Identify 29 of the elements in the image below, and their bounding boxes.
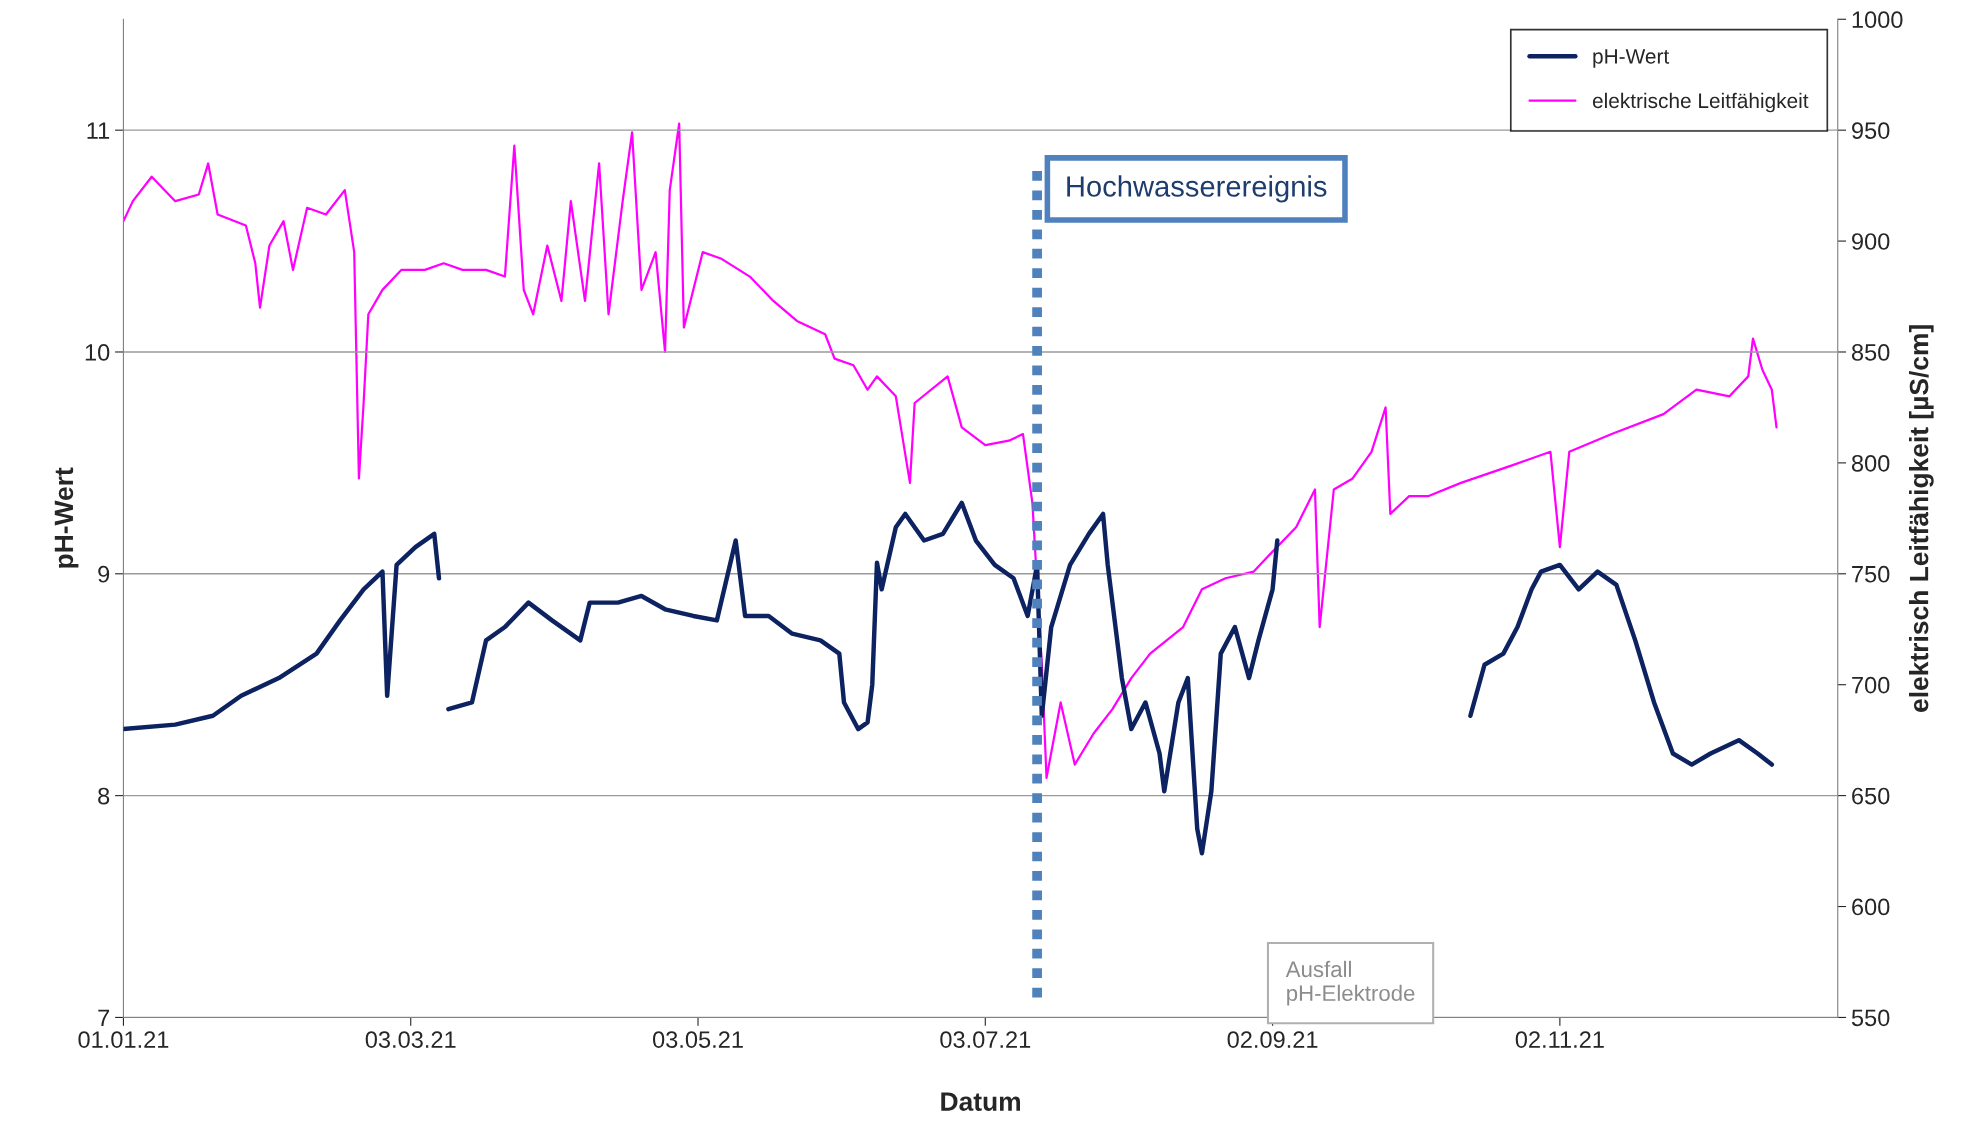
legend-label: elektrische Leitfähigkeit <box>1592 92 1809 113</box>
y2-tick-label: 1000 <box>1852 11 1903 29</box>
y2-tick-label: 750 <box>1852 565 1890 583</box>
y-tick-label: 7 <box>98 1009 110 1026</box>
x-tick-label: 03.07.21 <box>940 1031 1031 1048</box>
x-tick-label: 03.05.21 <box>652 1031 743 1048</box>
y2-tick-label: 600 <box>1852 898 1890 916</box>
y2-axis-title: elektrisch Leitfähigkeit [µS/cm] <box>1909 325 1934 712</box>
ref-line-label: Hochwasserereignis <box>1067 175 1327 203</box>
x-tick-label: 02.11.21 <box>1515 1031 1604 1048</box>
x-tick-label: 01.01.21 <box>78 1031 169 1048</box>
y2-tick-label: 650 <box>1852 787 1890 805</box>
y2-tick-label: 850 <box>1851 344 1890 361</box>
x-axis-title: Datum <box>941 1092 1021 1111</box>
line-series <box>123 122 1778 779</box>
y2-tick-label: 700 <box>1852 676 1890 694</box>
y-tick-label: 9 <box>98 565 110 583</box>
y-tick-label: 8 <box>98 787 110 805</box>
y-tick-label: 10 <box>85 344 110 361</box>
x-tick-label: 02.09.21 <box>1227 1031 1318 1048</box>
x-tick-label: 03.03.21 <box>365 1031 456 1048</box>
y-axis-title: pH-Wert <box>54 467 79 568</box>
legend-label: pH-Wert <box>1593 49 1670 68</box>
y2-tick-label: 900 <box>1852 233 1890 250</box>
y2-tick-label: 800 <box>1851 454 1890 472</box>
annotation: Ausfall pH-Elektrode <box>1285 960 1415 1006</box>
y2-tick-label: 550 <box>1851 1009 1890 1027</box>
y-tick-label: 11 <box>87 122 110 139</box>
y2-tick-label: 950 <box>1852 122 1890 139</box>
